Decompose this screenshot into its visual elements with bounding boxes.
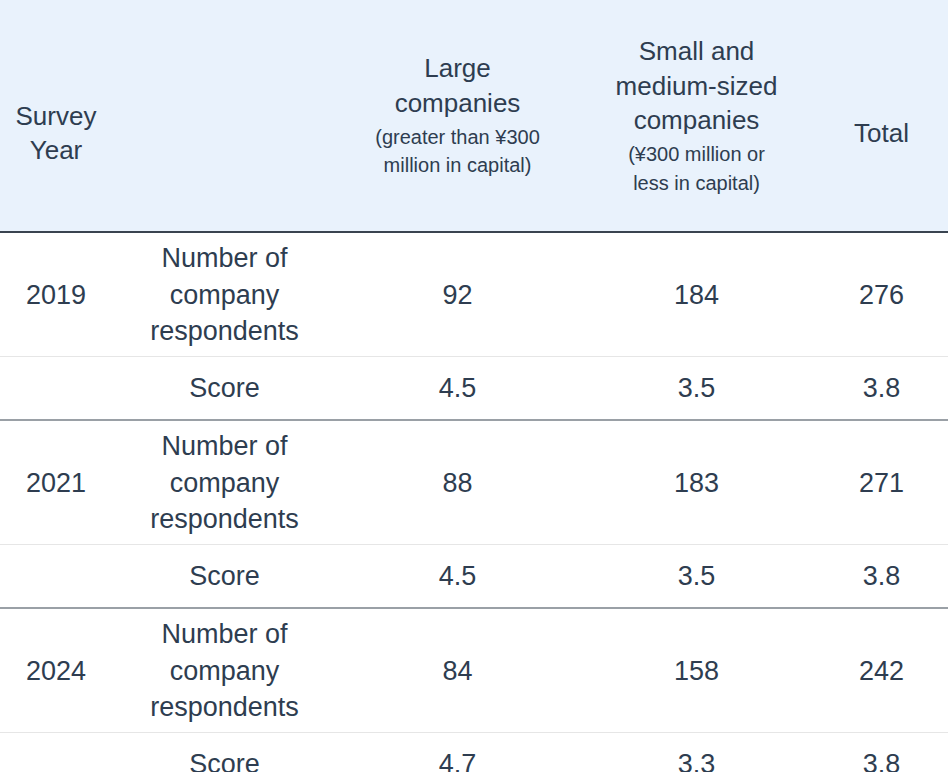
sme-value-cell: 184 [578, 232, 815, 357]
header-row: Survey Year Large companies (greater tha… [0, 0, 948, 232]
large-value-cell: 4.5 [337, 545, 578, 609]
large-companies-header-title: Large companies [395, 53, 521, 117]
col-header-large-companies: Large companies (greater than ¥300 milli… [337, 0, 578, 232]
metric-label-cell: Score [112, 357, 337, 421]
sme-value-cell: 183 [578, 420, 815, 545]
sme-value-cell: 3.5 [578, 357, 815, 421]
total-header-label: Total [854, 118, 909, 148]
metric-label-cell: Score [112, 733, 337, 772]
survey-year-header-label: Survey Year [16, 101, 97, 165]
table-row-2019-respondents: 2019 Number of company respondents 92 18… [0, 232, 948, 357]
sme-companies-header-title: Small and medium-sized companies [616, 36, 778, 135]
year-cell [0, 545, 112, 609]
year-cell: 2019 [0, 232, 112, 357]
year-cell: 2024 [0, 608, 112, 733]
col-header-sme-companies: Small and medium-sized companies (¥300 m… [578, 0, 815, 232]
table-row-2021-respondents: 2021 Number of company respondents 88 18… [0, 420, 948, 545]
table-header: Survey Year Large companies (greater tha… [0, 0, 948, 232]
table-row-2024-score: Score 4.7 3.3 3.8 [0, 733, 948, 772]
metric-label-cell: Score [112, 545, 337, 609]
total-value-cell: 3.8 [815, 357, 948, 421]
table-row-2019-score: Score 4.5 3.5 3.8 [0, 357, 948, 421]
large-value-cell: 4.5 [337, 357, 578, 421]
total-value-cell: 276 [815, 232, 948, 357]
total-value-cell: 3.8 [815, 733, 948, 772]
sme-value-cell: 158 [578, 608, 815, 733]
total-value-cell: 3.8 [815, 545, 948, 609]
survey-results-table: Survey Year Large companies (greater tha… [0, 0, 948, 772]
year-cell: 2021 [0, 420, 112, 545]
col-header-survey-year: Survey Year [0, 0, 112, 232]
sme-companies-header-subtitle: (¥300 million or less in capital) [578, 140, 815, 197]
survey-results-page: Survey Year Large companies (greater tha… [0, 0, 948, 772]
large-value-cell: 84 [337, 608, 578, 733]
large-value-cell: 88 [337, 420, 578, 545]
year-cell [0, 733, 112, 772]
year-cell [0, 357, 112, 421]
large-value-cell: 4.7 [337, 733, 578, 772]
sme-value-cell: 3.5 [578, 545, 815, 609]
total-value-cell: 271 [815, 420, 948, 545]
metric-label-cell: Number of company respondents [112, 608, 337, 733]
table-row-2021-score: Score 4.5 3.5 3.8 [0, 545, 948, 609]
table-row-2024-respondents: 2024 Number of company respondents 84 15… [0, 608, 948, 733]
table-body: 2019 Number of company respondents 92 18… [0, 232, 948, 772]
sme-value-cell: 3.3 [578, 733, 815, 772]
large-companies-header-subtitle: (greater than ¥300 million in capital) [337, 123, 578, 180]
metric-label-cell: Number of company respondents [112, 232, 337, 357]
metric-label-cell: Number of company respondents [112, 420, 337, 545]
total-value-cell: 242 [815, 608, 948, 733]
col-header-metric-empty [112, 0, 337, 232]
large-value-cell: 92 [337, 232, 578, 357]
col-header-total: Total [815, 0, 948, 232]
